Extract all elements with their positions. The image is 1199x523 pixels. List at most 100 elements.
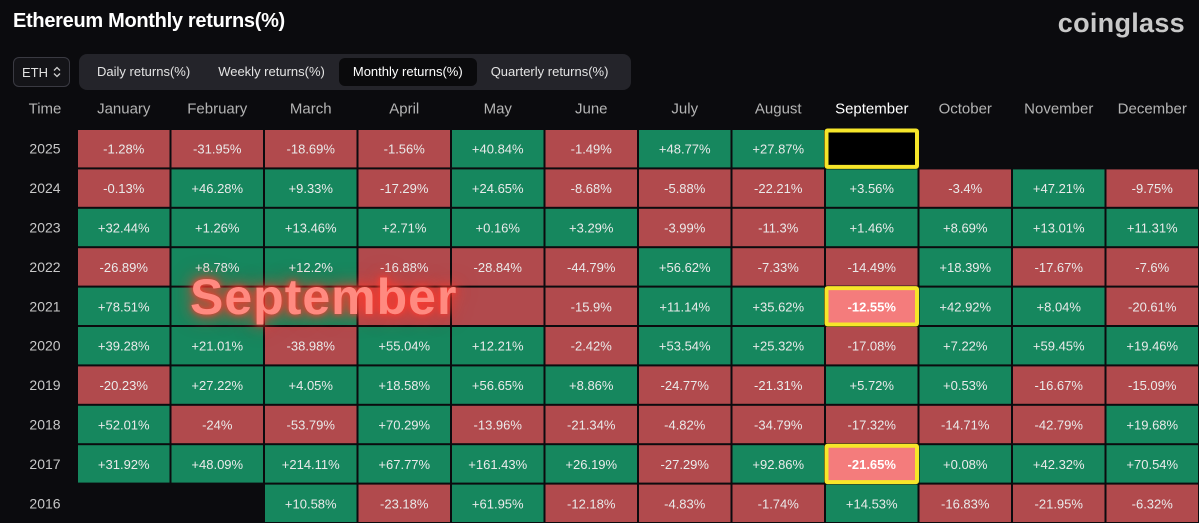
coinglass-logo: coinglass [1057,8,1185,38]
heatmap-cell-2016-november [1013,484,1105,522]
heatmap-cell-2021-may [452,287,544,325]
cell-value-2023-march: +13.46% [285,221,337,236]
heatmap-cell-2025-february [171,130,263,168]
page-title: Ethereum Monthly returns(%) [13,10,285,32]
cell-value-2025-may: +40.84% [472,142,524,157]
cell-value-2022-april: -16.88% [380,260,429,275]
cell-value-2022-march: +12.2% [289,260,334,275]
heatmap-cell-2025-march [265,130,357,168]
year-label-2019: 2019 [29,377,60,393]
heatmap-cell-2021-july [639,287,731,325]
cell-value-2023-august: -11.3% [758,221,799,236]
heatmap-cell-2020-august [732,327,824,365]
cell-value-2019-february: +27.22% [191,378,243,393]
cell-value-2022-may: -28.84% [474,260,523,275]
cell-value-2023-january: +32.44% [98,221,150,236]
cell-value-2018-august: -34.79% [754,418,803,433]
cell-value-2016-october: -16.83% [941,496,990,511]
cell-value-2025-july: +48.77% [659,142,711,157]
heatmap-cell-2025-april [358,130,450,168]
tab-weekly-returns[interactable]: Weekly returns(%) [218,64,325,79]
month-header-may: May [484,101,513,118]
cell-value-2025-february: -31.95% [193,142,242,157]
cell-value-2017-october: +0.08% [943,457,988,472]
heatmap-cell-2021-january [78,287,170,325]
heatmap-cell-2020-november [1013,327,1105,365]
coin-select[interactable]: ETH [13,57,70,87]
heatmap-cell-2023-march [265,208,357,247]
heatmap-cell-2025-august [732,130,824,168]
heatmap-cell-2017-may [452,445,544,483]
cell-value-2021-november: +8.04% [1037,299,1082,314]
year-label-2022: 2022 [29,259,60,275]
cell-value-2025-june: -1.49% [571,142,613,157]
cell-value-2024-october: -3.4% [948,181,982,196]
cell-value-2016-july: -4.83% [664,496,706,511]
heatmap-cell-2016-june [545,484,637,522]
cell-value-2024-march: +9.33% [289,181,334,196]
cell-value-2020-may: +12.21% [472,339,524,354]
cell-value-2017-march: +214.11% [282,457,340,472]
cell-value-2025-march: -18.69% [287,142,336,157]
cell-value-2022-august: -7.33% [758,260,800,275]
heatmap-cell-2021-february [171,287,263,325]
cell-value-2024-june: -8.68% [571,181,613,196]
heatmap-cell-2019-july [639,366,731,404]
tab-monthly-returns[interactable]: Monthly returns(%) [338,58,477,86]
heatmap-cell-2023-june [545,208,637,247]
tab-daily-returns[interactable]: Daily returns(%) [97,64,191,79]
heatmap-cell-2016-april [358,484,450,522]
heatmap-cell-2022-january [78,248,170,286]
heatmap-cell-2017-january [78,445,170,483]
heatmap-cell-2024-june [545,169,637,207]
heatmap-cell-2023-april [358,208,450,247]
heatmap-cell-2017-november [1013,445,1105,483]
cell-value-2016-december: -6.32% [1132,496,1174,511]
heatmap-cell-2016-march [265,484,357,522]
heatmap-cell-2016-may [452,484,544,522]
heatmap-cell-2024-may [452,169,544,207]
cell-value-2016-november: -21.95% [1035,496,1084,511]
cell-value-2018-may: -13.96% [474,418,523,433]
year-label-2018: 2018 [29,417,60,433]
cell-value-2018-january: +52.01% [98,418,150,433]
heatmap-cell-2024-september [826,169,918,207]
heatmap-cell-2025-may [452,130,544,168]
month-header-february: February [187,101,248,118]
heatmap-cell-2017-february [171,445,263,483]
cell-value-2019-november: -16.67% [1035,378,1084,393]
month-header-january: January [97,101,151,118]
heatmap-cell-2025-june [545,130,637,168]
cell-value-2024-september: +3.56% [850,181,895,196]
highlight-box-2017-september [824,443,919,485]
heatmap-cell-2022-december [1106,248,1198,286]
tab-quarterly-returns[interactable]: Quarterly returns(%) [490,64,609,79]
cell-value-2024-january: -0.13% [103,181,145,196]
year-label-2017: 2017 [29,456,60,472]
heatmap-cell-2021-june [545,287,637,325]
cell-value-2020-january: +39.28% [98,339,150,354]
cell-value-2017-november: +42.32% [1033,457,1085,472]
cell-value-2024-february: +46.28% [191,181,243,196]
cell-value-2021-july: +11.14% [659,299,710,314]
returns-period-tabs: Daily returns(%) Weekly returns(%) Month… [79,54,631,90]
heatmap-cell-2019-october [919,366,1011,404]
heatmap-cell-2021-september [826,287,918,325]
heatmap-cell-2021-december [1106,287,1198,325]
cell-value-2019-january: -20.23% [100,378,149,393]
heatmap-cell-2019-september [826,366,918,404]
heatmap-cell-2025-september [826,130,918,168]
heatmap-cell-2022-november [1013,248,1105,286]
cell-value-2016-september: +14.53% [846,496,898,511]
cell-value-2020-november: +59.45% [1033,339,1085,354]
heatmap-cell-2020-april [358,327,450,365]
year-label-2024: 2024 [29,180,60,196]
month-header-august: August [755,101,803,118]
cell-value-2022-december: -7.6% [1135,260,1169,275]
month-header-september: September [835,101,908,118]
heatmap-cell-2018-february [171,405,263,444]
heatmap-cell-2023-may [452,208,544,247]
cell-value-2025-january: -1.28% [103,142,145,157]
cell-value-2021-september: -12.55% [848,299,897,314]
